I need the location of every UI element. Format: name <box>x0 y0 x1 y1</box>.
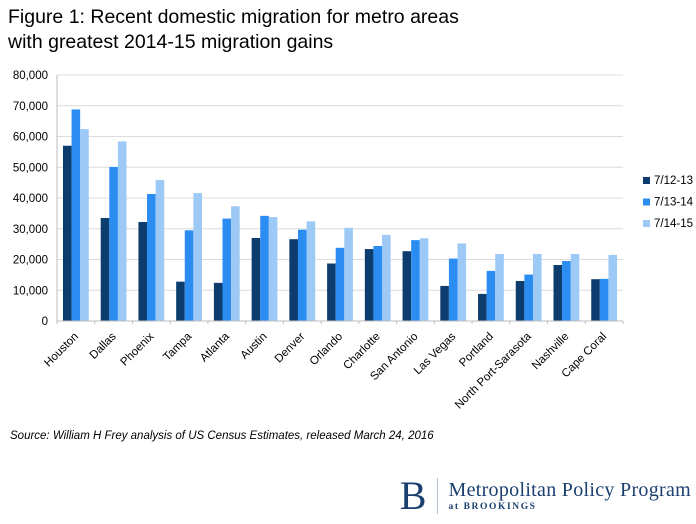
legend-swatch-7/13-14 <box>643 198 650 206</box>
bar-7/14-15-North Port-Sarasota <box>532 253 542 321</box>
bar-7/14-15-Portland <box>495 253 504 321</box>
bar-7/13-14-Tampa <box>184 230 194 321</box>
source-note: Source: William H Frey analysis of US Ce… <box>10 430 434 442</box>
x-category-label: Dallas <box>88 330 119 361</box>
bar-7/12-13-Denver <box>289 239 298 321</box>
bar-7/14-15-Austin <box>268 217 278 321</box>
y-tick-label: 0 <box>42 316 48 328</box>
bar-7/13-14-Cape Coral <box>599 278 609 321</box>
y-tick-label: 30,000 <box>13 224 48 236</box>
bar-7/12-13-Phoenix <box>138 221 148 321</box>
x-category-label: Orlando <box>308 331 345 368</box>
bar-7/12-13-Dallas <box>100 217 110 321</box>
bar-7/14-15-Tampa <box>193 193 202 321</box>
bar-7/12-13-Charlotte <box>364 249 374 321</box>
x-category-label: North Port-Sarasota <box>453 330 534 411</box>
figure-title-line1: Figure 1: Recent domestic migration for … <box>8 6 459 28</box>
bar-7/13-14-Denver <box>297 229 307 321</box>
bar-7/14-15-San Antonio <box>419 238 429 321</box>
figure-title: Figure 1: Recent domestic migration for … <box>8 5 459 55</box>
brookings-b-monogram: B <box>399 473 427 518</box>
bar-7/12-13-Nashville <box>553 265 563 321</box>
bar-7/12-13-Austin <box>251 237 261 321</box>
bar-7/12-13-Orlando <box>327 263 336 321</box>
legend-label: 7/14-15 <box>654 218 693 230</box>
bar-7/13-14-Orlando <box>335 247 345 321</box>
bar-7/12-13-Houston <box>62 145 72 321</box>
y-tick-label: 80,000 <box>13 70 48 82</box>
bar-7/14-15-Orlando <box>344 227 353 321</box>
bar-7/12-13-Portland <box>478 293 487 321</box>
figure-title-line2: with greatest 2014-15 migration gains <box>8 31 334 53</box>
x-category-label: Denver <box>273 331 308 366</box>
y-tick-label: 40,000 <box>13 193 48 205</box>
brookings-logo: B Metropolitan Policy Program at BROOKIN… <box>398 473 691 518</box>
y-tick-label: 50,000 <box>13 162 48 174</box>
x-category-label: Phoenix <box>119 330 157 368</box>
bar-7/13-14-Dallas <box>109 166 118 321</box>
x-category-label: Houston <box>42 331 81 370</box>
bar-7/14-15-Houston <box>80 129 89 321</box>
legend-label: 7/13-14 <box>654 197 694 209</box>
bar-7/13-14-Houston <box>71 109 81 321</box>
bar-7/14-15-Las Vegas <box>457 243 467 321</box>
migration-bar-chart: 0 10,000 20,000 30,000 40,000 50,000 60,000 70,… <box>13 70 694 411</box>
x-category-label: Tampa <box>161 330 194 363</box>
bar-7/12-13-Las Vegas <box>440 285 449 321</box>
legend-swatch-7/14-15 <box>643 220 650 227</box>
bar-7/13-14-Phoenix <box>147 194 156 321</box>
logo-divider <box>437 478 439 514</box>
bar-7/13-14-Charlotte <box>373 245 383 321</box>
logo-tagline: at BROOKINGS <box>448 502 537 512</box>
bar-7/14-15-Phoenix <box>155 179 165 321</box>
bar-7/12-13-Cape Coral <box>591 279 600 321</box>
bar-7/13-14-Las Vegas <box>448 258 458 321</box>
x-category-label: Atlanta <box>198 330 232 364</box>
x-category-label: Austin <box>239 331 270 362</box>
bar-7/13-14-Portland <box>486 270 496 321</box>
bar-7/13-14-San Antonio <box>411 240 420 321</box>
bar-7/14-15-Nashville <box>570 253 580 321</box>
bar-7/14-15-Dallas <box>117 141 127 321</box>
y-tick-label: 20,000 <box>13 255 48 267</box>
bar-7/12-13-San Antonio <box>402 251 412 321</box>
bar-7/14-15-Cape Coral <box>608 254 618 321</box>
bar-7/13-14-Atlanta <box>222 218 232 321</box>
y-tick-label: 60,000 <box>13 132 48 144</box>
bar-7/14-15-Denver <box>306 221 316 321</box>
bar-7/12-13-Tampa <box>176 281 185 321</box>
bar-7/12-13-Atlanta <box>213 282 223 321</box>
bar-7/12-13-North Port-Sarasota <box>515 281 525 321</box>
bar-7/13-14-Austin <box>260 215 269 321</box>
logo-text: Metropolitan Policy Program at BROOKINGS <box>448 479 691 513</box>
y-tick-label: 10,000 <box>13 285 48 297</box>
bar-7/14-15-Charlotte <box>382 234 391 321</box>
bar-7/13-14-Nashville <box>562 261 571 321</box>
y-tick-label: 70,000 <box>13 101 48 113</box>
x-category-label: Portland <box>457 331 496 370</box>
legend-label: 7/12-13 <box>654 175 693 187</box>
bar-7/14-15-Atlanta <box>231 206 240 321</box>
logo-program-name: Metropolitan Policy Program <box>448 479 691 501</box>
bar-7/13-14-North Port-Sarasota <box>524 274 533 321</box>
legend-swatch-7/12-13 <box>643 177 650 184</box>
